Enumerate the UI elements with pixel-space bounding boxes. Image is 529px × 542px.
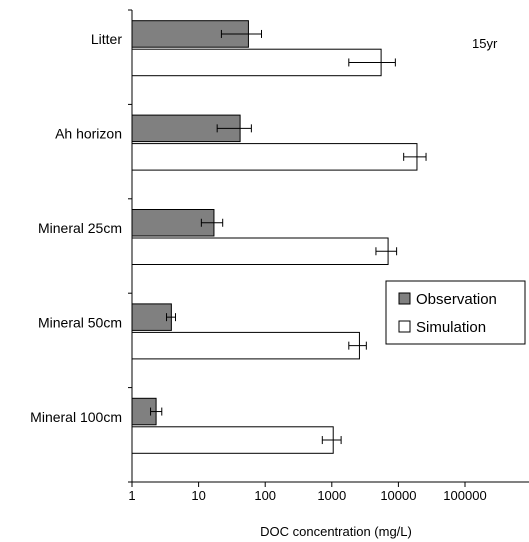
bar-simulation-mineral-25cm [131, 237, 389, 265]
bar-simulation-mineral-50cm [131, 331, 360, 360]
x-tick-label: 1 [128, 488, 135, 503]
legend-label-simulation: Simulation [416, 319, 486, 336]
legend: Observation Simulation [385, 280, 526, 345]
error-bars-layer [150, 29, 427, 445]
annotation-15yr: 15yr [472, 36, 498, 51]
bars-layer [131, 20, 418, 454]
category-label-litter: Litter [91, 31, 122, 47]
legend-swatch-observation [398, 292, 411, 305]
legend-swatch-simulation [398, 320, 411, 333]
x-tick-label: 100 [254, 488, 276, 503]
category-label-mineral-25cm: Mineral 25cm [38, 220, 122, 236]
category-label-mineral-50cm: Mineral 50cm [38, 314, 122, 330]
x-axis: 1 10 100 1000 10000 100000 [128, 481, 529, 503]
category-labels: Litter Ah horizon Mineral 25cm Mineral 50cm… [30, 31, 122, 425]
category-label-mineral-100cm: Mineral 100cm [30, 409, 122, 425]
x-axis-title: DOC concentration (mg/L) [260, 524, 412, 539]
bar-observation-mineral-50cm [131, 303, 172, 331]
x-tick-label: 1000 [317, 488, 346, 503]
y-axis [128, 9, 133, 483]
x-tick-label: 100000 [443, 488, 486, 503]
bar-simulation-mineral-100cm [131, 426, 334, 454]
legend-box [385, 280, 526, 345]
bar-simulation-litter [131, 48, 382, 77]
bar-simulation-ah-horizon [131, 143, 418, 171]
x-tick-label: 10000 [380, 488, 416, 503]
x-tick-label: 10 [191, 488, 205, 503]
category-label-ah-horizon: Ah horizon [55, 126, 122, 142]
legend-label-observation: Observation [416, 291, 497, 308]
